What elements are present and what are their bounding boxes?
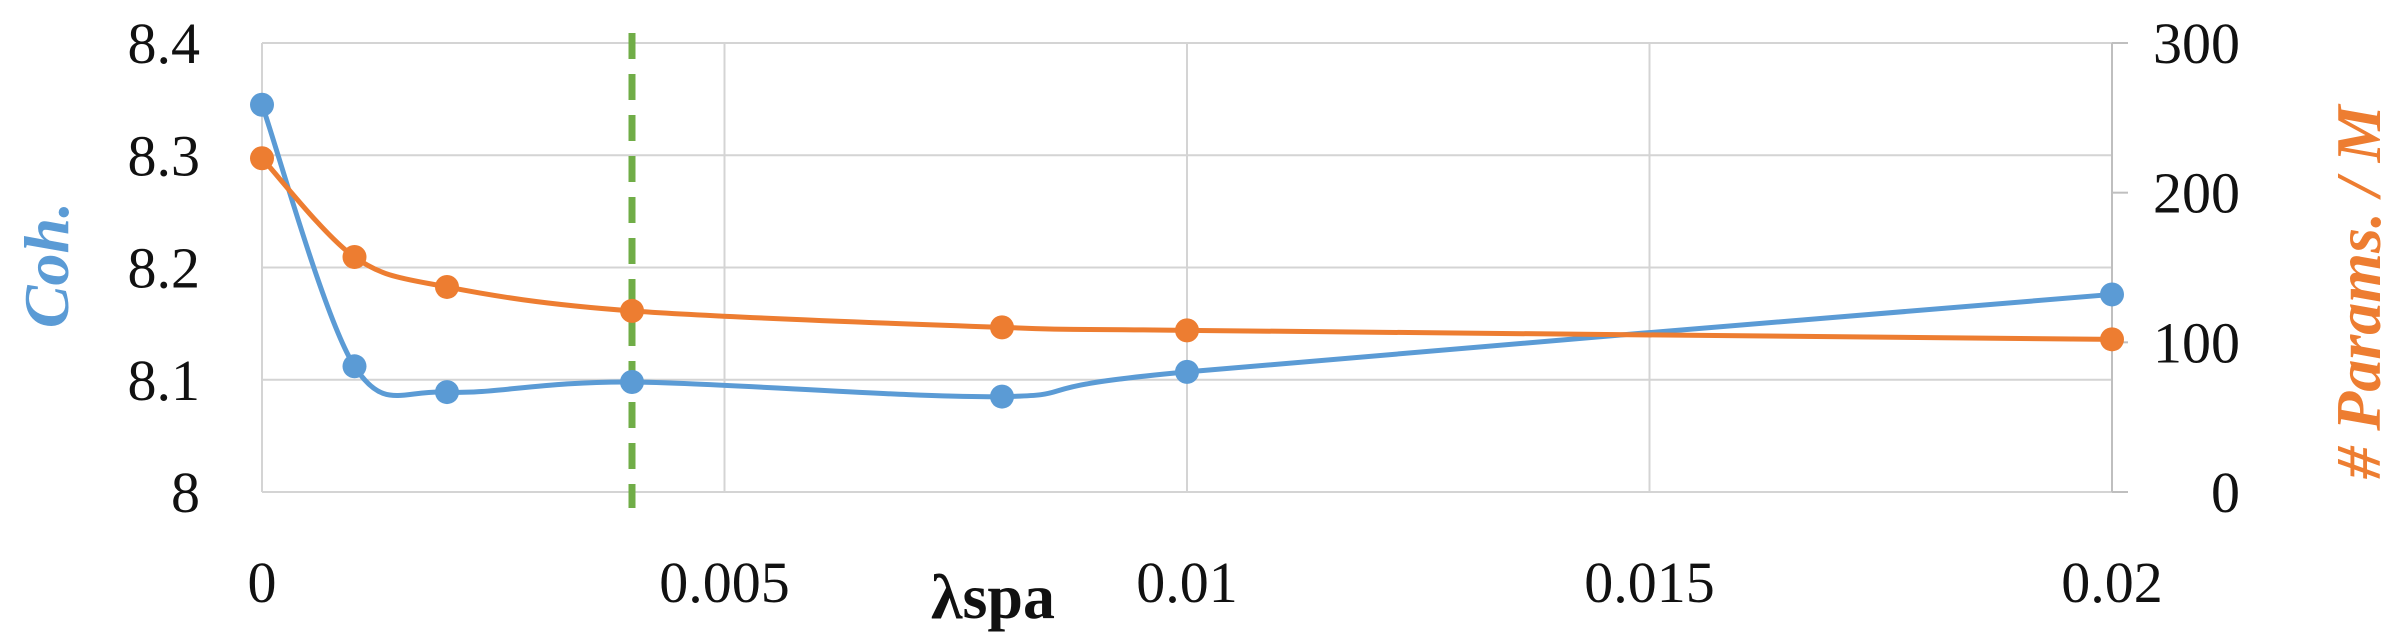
series-right [250,146,2124,352]
right-y-tick-label: 100 [2153,310,2240,375]
data-point [2100,327,2124,352]
right-y-axis-title: # Params. / M [2323,103,2394,479]
series-group [250,92,2124,409]
x-tick-label: 0.015 [1584,550,1715,615]
data-point [620,369,644,394]
right-y-tick-label: 300 [2153,11,2240,76]
left-y-tick-label: 8.1 [128,348,201,413]
data-point [990,315,1014,340]
right-y-tick-label: 0 [2211,460,2240,525]
left-y-axis-title: Coh. [11,202,82,328]
x-axis-title: λspa [931,561,1055,632]
left-y-tick-label: 8.2 [128,236,201,301]
left-y-tick-label: 8.4 [128,11,201,76]
data-point [435,380,459,405]
data-point [2100,282,2124,307]
data-point [342,354,367,379]
x-tick-label: 0.005 [659,550,790,615]
x-tick-label: 0.01 [1136,550,1238,615]
left-y-tick-label: 8 [171,460,200,525]
data-point [990,384,1014,409]
data-point [620,298,644,323]
data-point [250,92,274,117]
series-left [250,92,2124,409]
grid-lines [261,42,2113,493]
right-y-tick-label: 200 [2153,161,2240,226]
data-point [435,274,459,299]
axes [2111,42,2128,493]
tick-labels: 8 8.1 8.2 8.3 8.4 0 100 200 300 0 0.005 0.01 0.015 0.… [128,11,2241,615]
series-line [260,156,2113,342]
x-tick-label: 0 [248,550,277,615]
data-point [1175,359,1199,384]
data-point [250,146,274,171]
data-point [1175,318,1199,343]
data-point [342,245,367,270]
x-tick-label: 0.02 [2061,550,2163,615]
left-y-tick-label: 8.3 [128,123,201,188]
